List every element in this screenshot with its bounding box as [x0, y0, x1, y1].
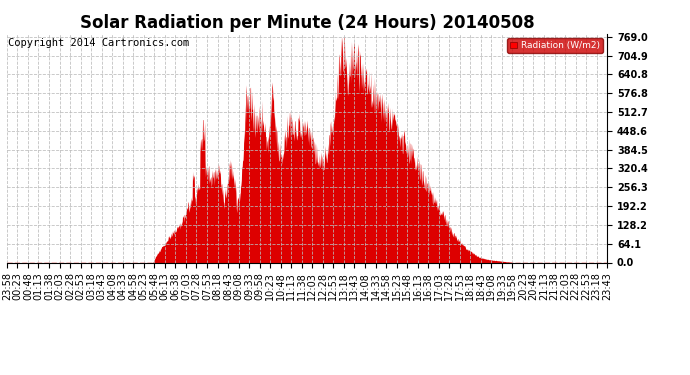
- Legend: Radiation (W/m2): Radiation (W/m2): [507, 38, 602, 53]
- Text: Copyright 2014 Cartronics.com: Copyright 2014 Cartronics.com: [8, 38, 189, 48]
- Title: Solar Radiation per Minute (24 Hours) 20140508: Solar Radiation per Minute (24 Hours) 20…: [80, 14, 534, 32]
